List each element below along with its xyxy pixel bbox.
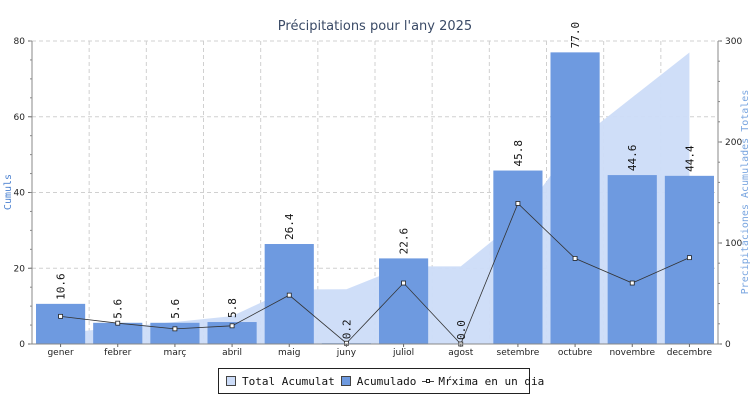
data-label: 44.4	[683, 145, 696, 172]
max-daily-line	[58, 201, 692, 347]
bar-novembre	[607, 175, 657, 344]
x-tick-label: maig	[278, 348, 301, 358]
legend-swatch-bar	[340, 376, 351, 386]
line-point	[172, 326, 178, 332]
x-tick-label: març	[164, 348, 187, 358]
data-label: 0.0	[455, 320, 468, 340]
legend-label-max: Mŕxima en un dia	[438, 374, 545, 388]
line-point	[229, 323, 235, 329]
data-label: 44.6	[626, 145, 639, 172]
x-tick-label: novembre	[609, 348, 655, 358]
y-tick-left: 0	[19, 340, 25, 350]
y-tick-left: 20	[14, 264, 26, 274]
line-point	[401, 280, 406, 286]
line-point	[687, 255, 692, 261]
legend: Total Acumulat Acumulado Mŕxima en un di…	[218, 368, 544, 394]
x-tick-label: juny	[336, 348, 357, 358]
y-tick-right: 100	[725, 239, 742, 249]
y-tick-left: 60	[14, 113, 26, 123]
x-tick-label: juliol	[392, 348, 414, 358]
x-tick-label: febrer	[104, 348, 131, 358]
line-max-daily	[60, 202, 690, 345]
data-label: 26.4	[283, 213, 296, 240]
y-tick-left: 80	[14, 37, 26, 47]
data-labels: 10.6 5.6 5.6 5.8 26.4 0.2 22.6 0.0 45.8 77.0 44.6 4…	[55, 22, 697, 340]
bar-febrer	[93, 322, 143, 344]
data-label: 10.6	[55, 273, 68, 300]
bar-abril	[207, 322, 257, 344]
axes: 0 20 40 60 80 0 100 200 300 gener febrer març abril m…	[14, 37, 743, 358]
legend-label-acumulado: Acumulado	[356, 374, 417, 388]
x-tick-label: agost	[448, 348, 473, 358]
bar-octubre	[550, 52, 600, 345]
bar-març	[150, 322, 200, 344]
bar-juliol	[379, 258, 429, 344]
legend-item-acumulado: Acumulado	[340, 374, 417, 388]
x-tick-label: abril	[222, 348, 242, 358]
data-label: 5.6	[169, 299, 182, 319]
line-point	[115, 320, 121, 326]
data-label: 45.8	[512, 140, 525, 167]
data-label: 22.6	[398, 228, 411, 255]
line-point	[515, 201, 521, 206]
line-point	[572, 256, 578, 261]
legend-swatch-line	[422, 376, 435, 386]
y-axis-left-title: Cumuls	[3, 174, 14, 210]
line-point	[58, 313, 63, 319]
data-label: 77.0	[569, 22, 582, 49]
y-tick-right: 300	[725, 37, 742, 47]
x-tick-label: setembre	[497, 348, 540, 358]
y-axis-right-title: Precipitaciones Acumulades Totales	[740, 90, 750, 295]
x-tick-label: gener	[47, 348, 73, 358]
x-tick-label: decembre	[667, 348, 713, 358]
chart-title: Précipitations pour l'any 2025	[278, 19, 472, 34]
y-tick-right: 0	[725, 340, 731, 350]
data-label: 0.2	[340, 319, 353, 339]
bar-gener	[36, 303, 86, 344]
legend-label-total: Total Acumulat	[242, 374, 335, 388]
legend-swatch-area	[226, 376, 236, 386]
line-point	[629, 280, 635, 286]
bar-setembre	[493, 170, 543, 344]
data-label: 5.8	[226, 298, 239, 318]
y-tick-right: 200	[725, 138, 742, 148]
x-tick-label: octubre	[558, 348, 593, 358]
data-label: 5.6	[112, 299, 125, 319]
legend-item-max: Mŕxima en un dia	[422, 375, 544, 388]
y-tick-left: 40	[14, 189, 26, 199]
legend-item-total: Total Acumulat	[226, 375, 335, 388]
line-point	[286, 292, 292, 298]
